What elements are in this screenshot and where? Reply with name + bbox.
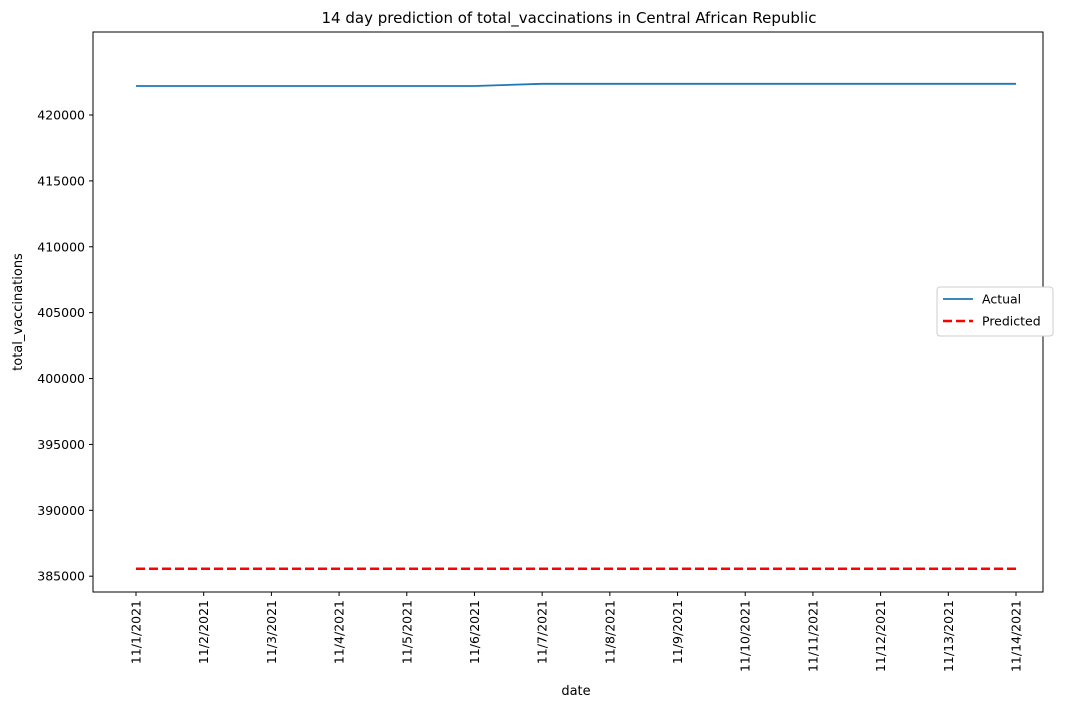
x-tick-label: 11/2/2021 xyxy=(196,600,211,664)
x-axis-label: date xyxy=(561,684,590,699)
y-axis: 385000 390000 395000 400000 405000 410000 4150… xyxy=(37,108,93,584)
x-tick-label: 11/7/2021 xyxy=(535,600,550,664)
x-tick-label: 11/5/2021 xyxy=(399,600,414,664)
y-tick-label: 420000 xyxy=(37,108,85,123)
y-tick-label: 395000 xyxy=(37,437,85,452)
y-tick-label: 385000 xyxy=(37,569,85,584)
x-tick-label: 11/11/2021 xyxy=(805,600,820,672)
chart-title: 14 day prediction of total_vaccinations … xyxy=(322,9,817,28)
y-axis-label: total_vaccinations xyxy=(11,253,26,371)
x-axis: 11/1/2021 11/2/2021 11/3/2021 11/4/2021 11/5… xyxy=(129,592,1024,672)
y-tick-label: 415000 xyxy=(37,173,85,188)
x-tick-label: 11/3/2021 xyxy=(264,600,279,664)
y-tick-label: 400000 xyxy=(37,371,85,386)
y-tick-label: 410000 xyxy=(37,239,85,254)
x-tick-label: 11/14/2021 xyxy=(1009,600,1024,672)
x-tick-label: 11/13/2021 xyxy=(941,600,956,672)
series-layer xyxy=(136,82,1016,571)
x-tick-label: 11/12/2021 xyxy=(873,600,888,672)
x-tick-label: 11/1/2021 xyxy=(129,600,144,664)
x-tick-label: 11/6/2021 xyxy=(467,600,482,664)
series-line-actual xyxy=(136,82,1016,87)
x-tick-label: 11/8/2021 xyxy=(602,600,617,664)
x-tick-label: 11/4/2021 xyxy=(332,600,347,664)
legend-label-predicted: Predicted xyxy=(982,314,1041,329)
plot-frame xyxy=(92,31,1044,593)
plot-area xyxy=(92,31,1044,593)
legend: Actual Predicted xyxy=(936,286,1054,337)
legend-label-actual: Actual xyxy=(982,292,1021,307)
x-tick-label: 11/10/2021 xyxy=(738,600,753,672)
x-tick-label: 11/9/2021 xyxy=(670,600,685,664)
y-tick-label: 405000 xyxy=(37,305,85,320)
y-tick-label: 390000 xyxy=(37,503,85,518)
